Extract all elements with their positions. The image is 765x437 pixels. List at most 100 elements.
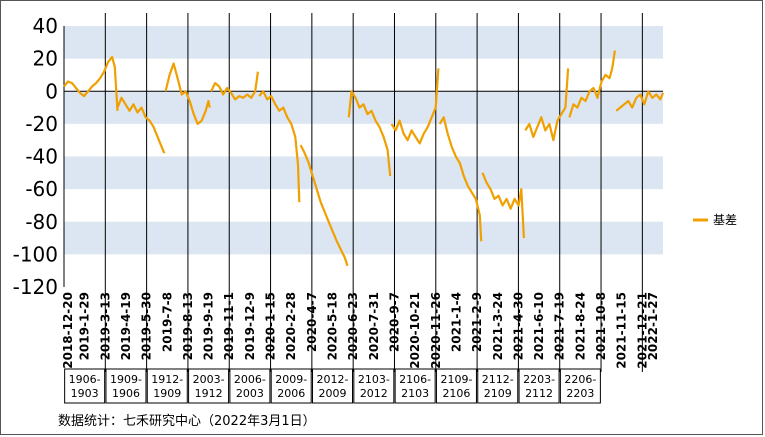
- contract-label: 2009-2006: [270, 368, 312, 404]
- series-line-segment: [438, 116, 483, 242]
- x-tick-label: 2020-7-31: [367, 292, 381, 360]
- x-tick-label: 2020-10-21: [408, 292, 422, 369]
- series-line-segment: [481, 172, 525, 239]
- x-tick-label: 2019-4-19: [119, 292, 133, 360]
- x-tick-label: 2021-1-4: [449, 292, 463, 352]
- contract-label-top: 2103-: [358, 373, 390, 386]
- series-line-segment: [568, 50, 616, 118]
- y-tick-label: -60: [25, 177, 58, 201]
- x-tick-label: 2021-8-24: [573, 292, 587, 360]
- y-tick-label: 40: [33, 14, 58, 38]
- contract-box: [394, 368, 436, 404]
- contract-label-top: 1909-: [110, 373, 142, 386]
- y-axis: 40 20 0 -20 -40 -60 -80 -100 -120: [13, 14, 65, 299]
- x-tick-label: 2019-9-19: [202, 292, 216, 360]
- series-line-segment: [210, 71, 259, 101]
- contract-label-bottom: 1909: [153, 387, 181, 400]
- contract-box: [270, 368, 312, 404]
- contract-label: 2103-2012: [353, 368, 395, 404]
- contract-box: [146, 368, 188, 404]
- contract-box: [518, 368, 560, 404]
- band: [64, 221, 663, 255]
- x-tick-label: 2019-12-9: [243, 292, 257, 360]
- contract-label-bottom: 2012: [360, 387, 388, 400]
- contract-box: [477, 368, 519, 404]
- series-line-segment: [299, 144, 349, 267]
- contract-label: 2109-2106: [435, 368, 477, 404]
- series-line-segment: [63, 55, 119, 111]
- x-tick-label: 2020-2-28: [284, 292, 298, 360]
- contract-label-bottom: 1912: [195, 387, 223, 400]
- series-line-segment: [390, 68, 440, 145]
- y-tick-label: 0: [45, 79, 58, 103]
- band: [64, 156, 663, 190]
- contract-box: [312, 368, 354, 404]
- series-line-segment: [347, 90, 392, 177]
- contract-label-top: 2009-: [275, 373, 307, 386]
- y-tick-label: -100: [13, 242, 58, 266]
- legend-label: 基差: [713, 213, 737, 227]
- contract-label-bottom: 2006: [277, 387, 305, 400]
- legend: 基差: [693, 213, 737, 227]
- x-tick-label: 2022-1-27: [646, 292, 660, 360]
- contract-labels: 1906-19031909-19061912-19092003-19122006…: [64, 368, 601, 404]
- contract-label-top: 2109-: [440, 373, 472, 386]
- series-line-segment: [116, 96, 166, 154]
- band: [64, 91, 663, 124]
- contract-label-bottom: 2106: [442, 387, 470, 400]
- x-axis: 2018-12-20 2019-1-29 2019-3-13 2019-4-19 201…: [61, 292, 660, 369]
- y-tick-label: -40: [25, 145, 58, 169]
- contract-label-bottom: 2009: [319, 387, 347, 400]
- data-source-note: 数据统计：七禾研究中心（2022年3月1日）: [58, 414, 316, 429]
- contract-label-top: 2206-: [564, 373, 596, 386]
- x-tick-label: 2021-11-15: [615, 292, 629, 369]
- contract-label-bottom: 2203: [566, 387, 594, 400]
- contract-box: [229, 368, 271, 404]
- contract-box: [64, 368, 106, 404]
- contract-label: 2106-2103: [394, 368, 436, 404]
- series-line-segment: [615, 90, 665, 112]
- x-tick-label: 2019-7-8: [160, 292, 174, 352]
- contract-box: [353, 368, 395, 404]
- contract-label-bottom: 2109: [484, 387, 512, 400]
- x-tick-label: 2021-6-10: [532, 292, 546, 360]
- contract-label-top: 2112-: [482, 373, 514, 386]
- y-tick-label: -80: [25, 210, 58, 234]
- series-line-segment: [258, 90, 301, 203]
- background-bands: [64, 26, 663, 255]
- contract-boundaries: [104, 13, 643, 372]
- contract-box: [559, 368, 601, 404]
- contract-box: [188, 368, 230, 404]
- contract-label: 2112-2109: [477, 368, 519, 404]
- contract-label-top: 2106-: [399, 373, 431, 386]
- contract-box: [435, 368, 477, 404]
- contract-label: 2203-2112: [518, 368, 560, 404]
- series-basis: [63, 50, 665, 267]
- contract-label: 2003-1912: [188, 368, 230, 404]
- y-tick-label: -120: [13, 275, 58, 299]
- contract-label: 2006-2003: [229, 368, 271, 404]
- contract-label-top: 2012-: [317, 373, 349, 386]
- x-tick-label: 2020-5-18: [326, 292, 340, 360]
- contract-label-bottom: 2103: [401, 387, 429, 400]
- band: [64, 26, 663, 59]
- x-tick-label: 2021-3-24: [491, 292, 505, 360]
- contract-label: 2012-2009: [312, 368, 354, 404]
- y-tick-label: -20: [25, 112, 58, 136]
- contract-label-top: 1906-: [69, 373, 101, 386]
- contract-label-bottom: 2112: [525, 387, 553, 400]
- x-tick-label: 2018-12-20: [61, 292, 75, 369]
- contract-label-bottom: 1906: [112, 387, 140, 400]
- contract-label: 1909-1906: [105, 368, 147, 404]
- contract-box: [105, 368, 147, 404]
- contract-label-bottom: 2003: [236, 387, 264, 400]
- x-tick-label: 2019-1-29: [78, 292, 92, 360]
- contract-label-top: 1912-: [151, 373, 183, 386]
- contract-label-top: 2006-: [234, 373, 266, 386]
- contract-label-bottom: 1903: [71, 387, 99, 400]
- contract-label-top: 2203-: [523, 373, 555, 386]
- contract-label: 1906-1903: [64, 368, 106, 404]
- series-line-segment: [524, 68, 570, 142]
